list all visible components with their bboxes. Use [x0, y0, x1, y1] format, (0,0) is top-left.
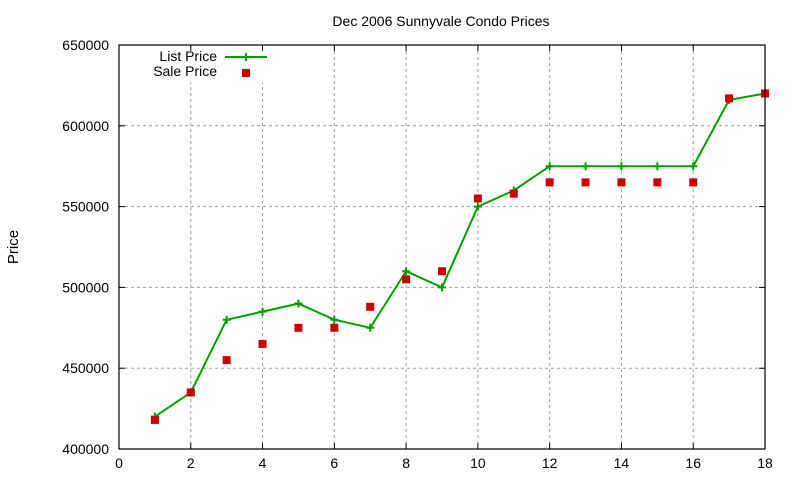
- square-marker: [509, 189, 518, 198]
- square-marker: [653, 178, 662, 187]
- square-marker: [150, 415, 159, 424]
- y-tick-label: 650000: [62, 37, 109, 53]
- x-tick-label: 2: [187, 455, 195, 471]
- legend-square-icon: [242, 69, 250, 77]
- x-tick-label: 8: [402, 455, 410, 471]
- grid: [119, 45, 765, 449]
- series-sale-price: [150, 89, 769, 424]
- y-tick-label: 550000: [62, 199, 109, 215]
- y-tick-label: 600000: [62, 118, 109, 134]
- square-marker: [438, 267, 446, 276]
- legend-label: Sale Price: [153, 63, 217, 79]
- axis-ticks: 0 2 4 6 8 10 12 14 16 18 400000 450000 500000 550000 6…: [62, 37, 773, 471]
- series: [150, 89, 769, 424]
- square-marker: [689, 178, 698, 187]
- y-tick-label: 450000: [62, 360, 109, 376]
- plus-marker: [294, 299, 303, 308]
- y-tick-label: 500000: [62, 279, 109, 295]
- square-marker: [545, 178, 554, 187]
- y-tick-label: 400000: [62, 441, 109, 457]
- plus-marker: [402, 267, 411, 276]
- legend-label: List Price: [159, 48, 217, 64]
- square-marker: [330, 323, 339, 332]
- plus-marker: [366, 323, 375, 332]
- y-axis-label: Price: [5, 230, 22, 264]
- plus-marker: [438, 283, 446, 292]
- x-tick-label: 10: [470, 455, 486, 471]
- series-list-price: [150, 89, 769, 421]
- square-marker: [186, 388, 195, 397]
- square-marker: [402, 275, 411, 284]
- x-tick-label: 0: [115, 455, 123, 471]
- x-tick-label: 14: [614, 455, 630, 471]
- plus-marker: [473, 202, 482, 211]
- plus-marker: [545, 162, 554, 171]
- x-tick-label: 16: [685, 455, 701, 471]
- square-marker: [581, 178, 590, 187]
- plus-marker: [653, 162, 662, 171]
- square-marker: [725, 94, 734, 103]
- square-marker: [617, 178, 626, 187]
- square-marker: [222, 356, 231, 365]
- plus-marker: [330, 315, 339, 324]
- x-tick-label: 12: [542, 455, 558, 471]
- x-tick-label: 18: [757, 455, 773, 471]
- chart-title: Dec 2006 Sunnyvale Condo Prices: [332, 13, 549, 29]
- plus-marker: [617, 162, 626, 171]
- plus-marker: [222, 315, 231, 324]
- plus-marker: [689, 162, 698, 171]
- plus-marker: [581, 162, 590, 171]
- square-marker: [473, 194, 482, 203]
- x-tick-label: 6: [330, 455, 338, 471]
- square-marker: [366, 302, 375, 311]
- square-marker: [258, 339, 267, 348]
- square-marker: [294, 323, 303, 332]
- x-tick-label: 4: [259, 455, 267, 471]
- plus-marker: [258, 307, 267, 316]
- plot-border: [118, 44, 766, 450]
